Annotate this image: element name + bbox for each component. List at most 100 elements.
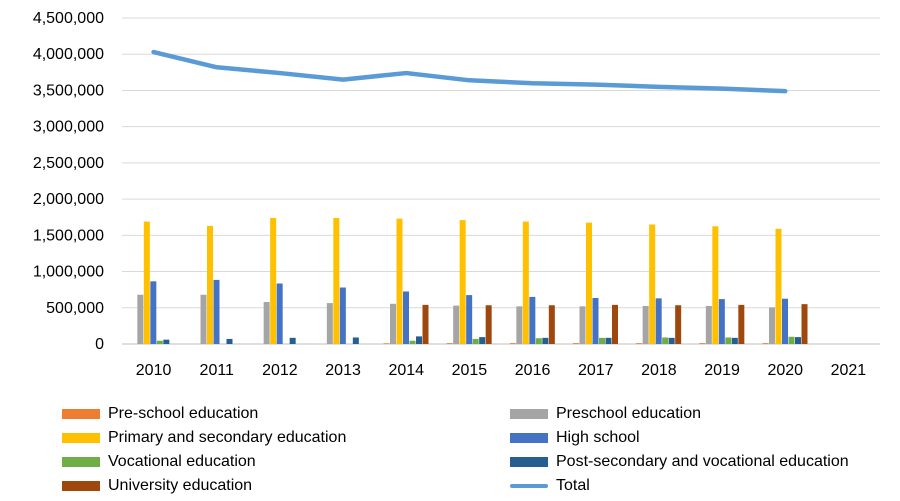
y-tick-label: 2,500,000 [33,155,104,172]
bar [788,336,795,344]
y-tick-label: 500,000 [46,300,104,317]
bar [795,337,801,344]
legend-label: Post-secondary and vocational education [556,453,849,470]
bar [769,307,775,344]
bar [143,221,150,344]
bar [718,299,725,344]
x-tick-label: 2014 [388,362,424,379]
bar [699,343,706,344]
y-tick-label: 1,000,000 [33,264,104,281]
bar [542,337,549,344]
legend-item-total: Total [510,476,890,496]
bar [390,303,396,344]
bar [705,305,712,344]
legend-item-post-secondary-vocational: Post-secondary and vocational education [510,452,890,472]
bar [612,304,618,344]
legend-swatch [510,433,548,443]
legend-item-primary-secondary-education: Primary and secondary education [62,428,510,448]
legend-swatch [510,457,548,467]
bar [472,338,479,344]
bar [649,224,656,344]
y-tick-label: 3,500,000 [33,82,104,99]
bar [263,301,270,344]
bar [479,337,486,344]
x-tick-label: 2018 [641,362,677,379]
bar [509,343,516,344]
line-series-total [151,49,788,94]
y-tick-label: 0 [95,336,104,353]
x-tick-label: 2012 [262,362,298,379]
bar [636,343,643,344]
bar [592,297,599,344]
y-tick-label: 2,000,000 [33,191,104,208]
bar [459,220,466,344]
y-tick-label: 4,000,000 [33,46,104,63]
legend-swatch [510,409,548,419]
legend-swatch [62,433,100,443]
legend-label: University education [108,477,253,494]
bar [579,306,586,344]
bar [156,340,163,344]
bar [599,337,605,344]
bar [226,338,233,344]
bar [326,303,333,344]
legend-item-high-school: High school [510,428,890,448]
bar [522,221,529,344]
bar [782,298,788,344]
legend-swatch [62,457,100,467]
legend-label: High school [556,429,640,446]
bar [548,305,555,344]
bar [416,336,422,344]
bar [289,337,296,344]
chart-plot: 0 500,000 1,000,000 1,500,000 2,000,000 2,500… [33,10,880,379]
legend-item-vocational-education: Vocational education [62,452,510,472]
bar [775,228,782,344]
bar [409,340,416,344]
chart-legend: Pre-school education Preschool education… [62,404,892,496]
x-tick-label: 2017 [578,362,614,379]
bar [485,305,492,344]
bar [383,343,390,344]
bar [333,217,340,344]
bar [466,295,473,344]
x-tick-label: 2016 [515,362,551,379]
bar [662,337,669,344]
bar [137,294,144,344]
bar [675,305,682,344]
bar [762,343,769,344]
legend-label: Primary and secondary education [108,429,347,446]
bar [422,304,429,344]
bar [586,222,592,344]
bar [213,279,220,344]
bar [200,294,207,344]
legend-swatch-line [510,484,548,488]
legend-label: Preschool education [556,405,701,422]
bar [529,296,536,344]
bar [535,338,542,344]
bar [573,343,579,344]
legend-item-university-education: University education [62,476,510,496]
bar [150,281,157,344]
bar [446,343,453,344]
y-tick-label: 4,500,000 [33,10,104,27]
bar [655,298,662,344]
bar [270,217,277,344]
bar [352,337,359,344]
legend-item-pre-school-education: Pre-school education [62,404,510,424]
bar [339,287,346,344]
legend-label: Pre-school education [108,405,259,422]
bar [276,283,283,344]
x-tick-label: 2011 [200,362,235,379]
bar [453,305,460,344]
x-tick-label: 2019 [704,362,740,379]
bar [738,304,745,344]
bar [725,337,732,344]
y-tick-label: 3,000,000 [33,119,104,136]
bar [516,306,523,344]
x-tick-label: 2020 [767,362,803,379]
x-tick-label: 2021 [831,362,867,379]
bar [642,305,649,344]
bar [207,225,213,344]
legend-swatch [62,481,100,491]
